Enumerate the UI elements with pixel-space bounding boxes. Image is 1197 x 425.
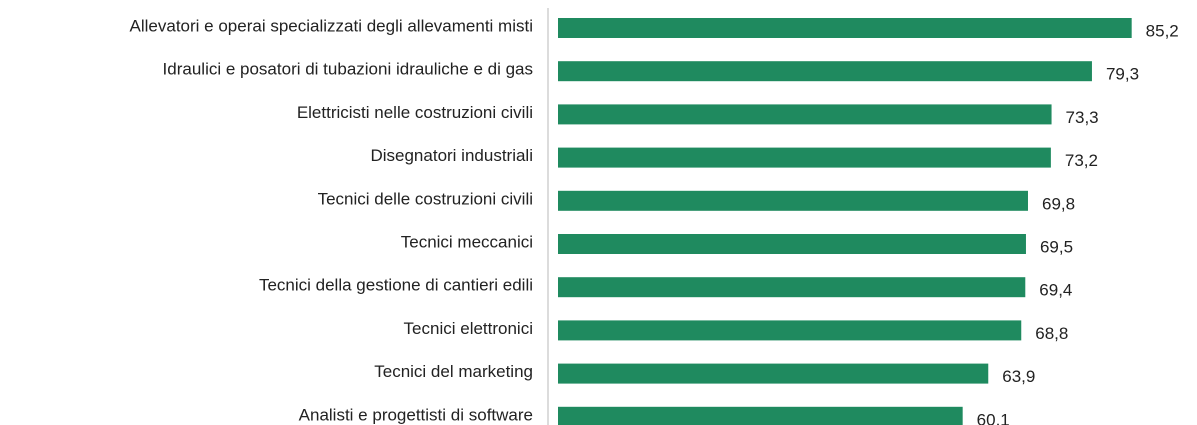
bar	[558, 277, 1026, 298]
category-label: Tecnici elettronici	[404, 319, 533, 338]
bar	[558, 363, 989, 384]
value-label: 73,2	[1065, 151, 1098, 170]
value-label: 69,8	[1042, 194, 1075, 213]
category-label: Analisti e progettisti di software	[299, 405, 533, 424]
category-label: Disegnatori industriali	[370, 146, 533, 165]
bar	[558, 234, 1026, 254]
bar	[558, 406, 963, 425]
category-label: Tecnici del marketing	[374, 362, 533, 381]
bar	[558, 147, 1051, 168]
value-label: 63,9	[1002, 367, 1035, 386]
value-label: 60,1	[977, 410, 1010, 425]
category-label: Tecnici meccanici	[401, 232, 533, 251]
bar	[558, 18, 1132, 38]
value-label: 73,3	[1066, 108, 1099, 127]
category-label: Tecnici della gestione di cantieri edili	[259, 276, 533, 295]
bar	[558, 320, 1022, 341]
category-label: Allevatori e operai specializzati degli …	[130, 16, 533, 35]
bar	[558, 61, 1092, 82]
category-label: Idraulici e posatori di tubazioni idraul…	[163, 60, 533, 79]
bar	[558, 104, 1052, 125]
value-label: 69,4	[1039, 281, 1072, 300]
value-label: 85,2	[1146, 21, 1179, 40]
value-label: 69,5	[1040, 237, 1073, 256]
category-label: Elettricisti nelle costruzioni civili	[297, 103, 533, 122]
bar	[558, 190, 1028, 211]
value-label: 68,8	[1035, 324, 1068, 343]
category-label: Tecnici delle costruzioni civili	[318, 189, 533, 208]
value-label: 79,3	[1106, 65, 1139, 84]
